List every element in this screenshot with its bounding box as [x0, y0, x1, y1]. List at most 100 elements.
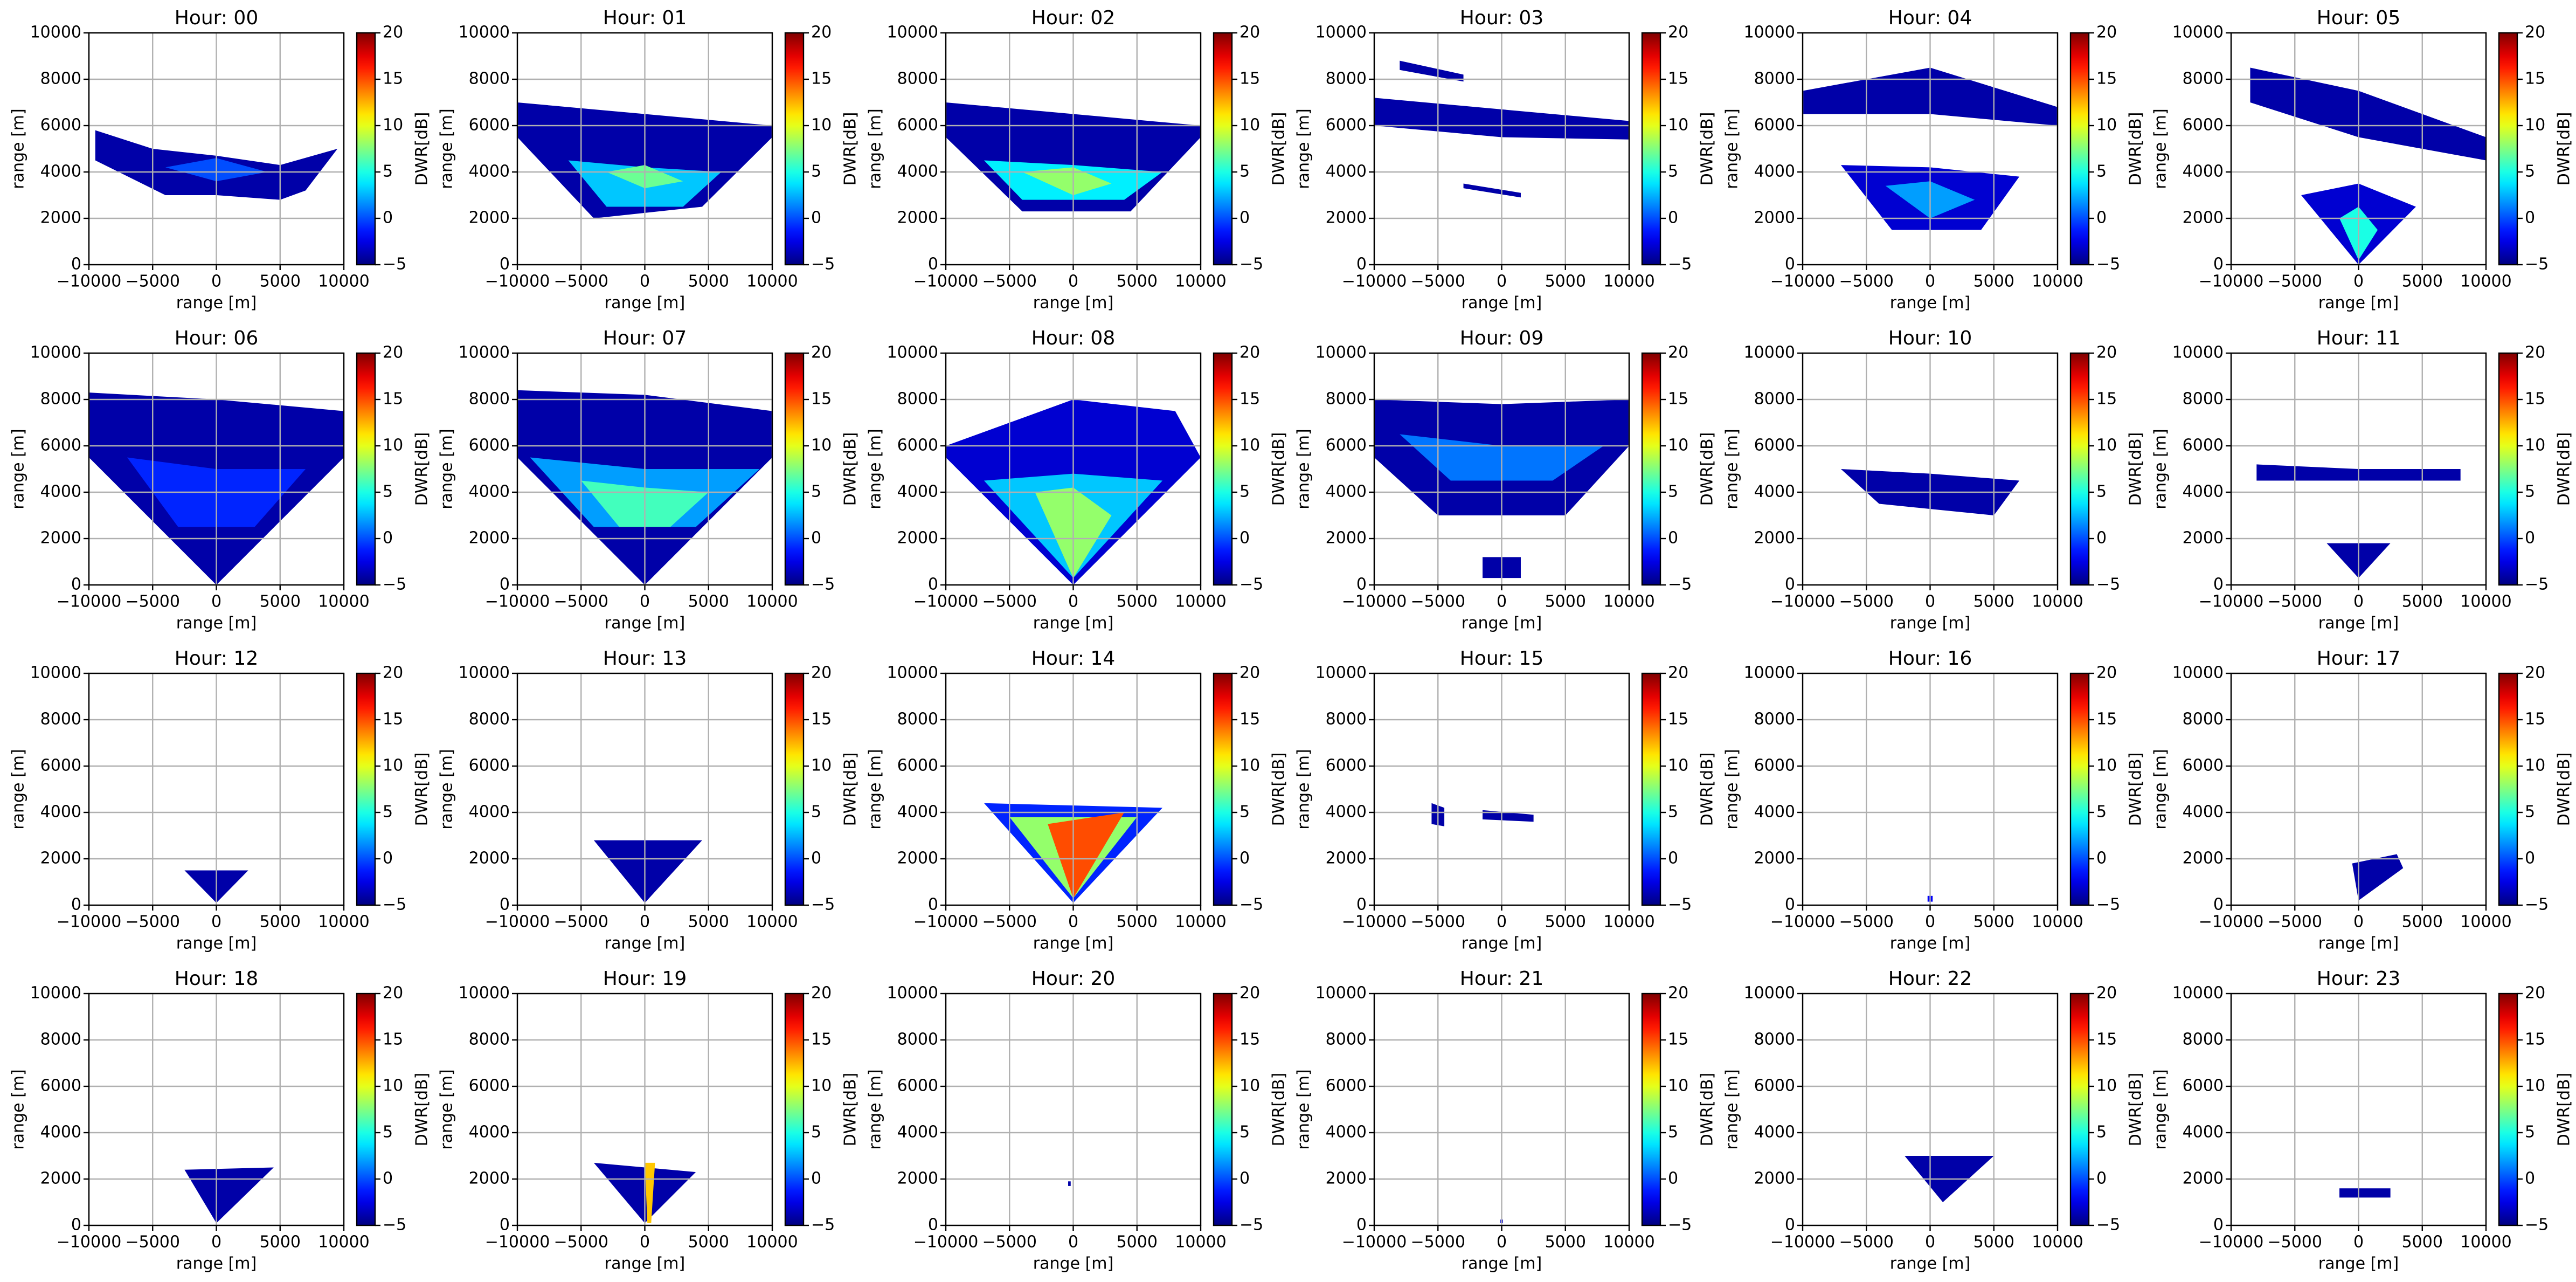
colorbar-tick-label: 20	[2096, 664, 2117, 683]
subplot: −10000 −5000 0 5000 10000 0 2000 4000 6000 8000 10…	[1294, 968, 1717, 1273]
colorbar-label: DWR[dB]	[1698, 753, 1717, 826]
colorbar-tick-label: 10	[1239, 436, 1260, 455]
y-tick-label: 8000	[897, 70, 938, 88]
x-tick-label: 5000	[260, 913, 301, 932]
x-tick-label: −10000	[1342, 592, 1407, 611]
x-tick-label: 0	[1068, 1233, 1078, 1252]
echo-layer	[1068, 1181, 1071, 1186]
x-tick-label: 10000	[1175, 1233, 1226, 1252]
axes-frame	[2230, 672, 2487, 906]
x-tick-label: −10000	[2199, 1233, 2264, 1252]
x-tick-label: −10000	[485, 272, 550, 291]
colorbar-tick-label: 20	[811, 23, 832, 42]
axes-frame	[1373, 32, 1630, 266]
y-tick-label: 6000	[897, 756, 938, 775]
y-tick-label: 8000	[2183, 390, 2224, 409]
subplot-title: Hour: 16	[1888, 647, 1972, 670]
x-tick-label: 10000	[318, 1233, 369, 1252]
x-tick-label: −5000	[982, 1233, 1037, 1252]
colorbar-tick-label: 20	[2525, 343, 2545, 362]
colorbar-tick-label: 15	[1239, 70, 1260, 88]
subplot: −10000 −5000 0 5000 10000 0 2000 4000 6000 8000 10…	[866, 647, 1289, 953]
x-tick-label: 5000	[1117, 272, 1158, 291]
colorbar-tick-label: 20	[2096, 23, 2117, 42]
y-tick-label: 6000	[897, 116, 938, 135]
subplot-title: Hour: 11	[2317, 327, 2400, 349]
echo	[2250, 67, 2486, 161]
colorbar	[784, 992, 805, 1226]
y-tick-label: 10000	[1744, 984, 1795, 1003]
x-tick-label: 10000	[2460, 272, 2511, 291]
y-tick-label: 10000	[1315, 23, 1367, 42]
echo	[1048, 812, 1125, 899]
colorbar-tick-label: 0	[1668, 1169, 1678, 1188]
y-tick-label: 6000	[469, 436, 510, 455]
colorbar	[2498, 32, 2518, 266]
colorbar-label: DWR[dB]	[841, 432, 860, 506]
x-tick-label: −10000	[2199, 272, 2264, 291]
x-tick-label: 5000	[1545, 272, 1586, 291]
y-tick-label: 10000	[887, 23, 938, 42]
colorbar	[1213, 992, 1233, 1226]
x-axis-label: range [m]	[1890, 294, 1970, 313]
colorbar-label: DWR[dB]	[413, 112, 432, 186]
colorbar-tick-label: 20	[2525, 984, 2545, 1003]
subplot-title: Hour: 05	[2317, 7, 2400, 29]
x-axis-label: range [m]	[605, 614, 685, 633]
y-axis-label: range [m]	[866, 108, 885, 189]
colorbar	[356, 32, 376, 266]
colorbar-tick-label: 15	[811, 710, 832, 729]
y-tick-label: 8000	[897, 710, 938, 729]
colorbar	[356, 672, 376, 906]
colorbar-label: DWR[dB]	[1698, 1073, 1717, 1147]
y-tick-label: 4000	[897, 483, 938, 501]
axes-frame	[1373, 352, 1630, 586]
axes-frame	[1802, 32, 2059, 266]
colorbar-tick-label: 20	[811, 343, 832, 362]
x-tick-label: −5000	[2268, 592, 2322, 611]
x-tick-label: 5000	[688, 592, 729, 611]
echo	[184, 1167, 274, 1223]
y-tick-label: 6000	[469, 116, 510, 135]
axes-frame	[516, 32, 773, 266]
x-tick-label: −5000	[1839, 1233, 1894, 1252]
x-tick-label: −5000	[982, 592, 1037, 611]
x-tick-label: 10000	[746, 272, 798, 291]
colorbar-tick-label: 5	[1668, 483, 1678, 501]
colorbar-tick-label: 5	[811, 162, 821, 181]
x-axis-label: range [m]	[2318, 934, 2399, 953]
x-axis-label: range [m]	[1033, 934, 1113, 953]
colorbar-tick-label: 0	[2096, 209, 2107, 228]
colorbar-tick-label: 15	[1668, 70, 1688, 88]
colorbar-tick-label: 20	[1239, 664, 1260, 683]
y-tick-label: 10000	[887, 343, 938, 362]
y-tick-label: 4000	[469, 162, 510, 181]
x-tick-label: −10000	[2199, 592, 2264, 611]
subplot-title: Hour: 03	[1460, 7, 1543, 29]
colorbar-tick-label: 10	[811, 756, 832, 775]
x-tick-label: −5000	[126, 1233, 180, 1252]
subplot-title: Hour: 18	[175, 968, 258, 990]
subplot: −10000 −5000 0 5000 10000 0 2000 4000 6000 8000 10…	[1294, 327, 1717, 633]
echo-layer	[184, 1167, 274, 1223]
colorbar-tick-label: 15	[383, 70, 403, 88]
y-axis-label: range [m]	[1294, 1069, 1313, 1149]
colorbar-tick-label: 20	[383, 984, 403, 1003]
y-tick-label: 0	[1356, 895, 1367, 914]
y-tick-label: 2000	[897, 529, 938, 548]
subplot-title: Hour: 17	[2317, 647, 2400, 670]
colorbar-tick-label: 5	[2525, 803, 2535, 822]
x-tick-label: 10000	[1175, 592, 1226, 611]
colorbar-tick-label: 0	[383, 209, 393, 228]
colorbar-tick-label: 20	[1239, 343, 1260, 362]
x-tick-label: 10000	[2460, 1233, 2511, 1252]
colorbar-tick-label: 0	[1239, 529, 1250, 548]
colorbar-tick-label: −5	[2096, 895, 2120, 914]
y-tick-label: 4000	[40, 483, 81, 501]
x-tick-label: −10000	[1342, 913, 1407, 932]
subplot: −10000 −5000 0 5000 10000 0 2000 4000 6000 8000 10…	[866, 968, 1289, 1273]
colorbar	[2498, 672, 2518, 906]
y-tick-label: 6000	[1754, 116, 1795, 135]
y-tick-label: 10000	[2172, 664, 2224, 683]
subplot-title: Hour: 09	[1460, 327, 1543, 349]
